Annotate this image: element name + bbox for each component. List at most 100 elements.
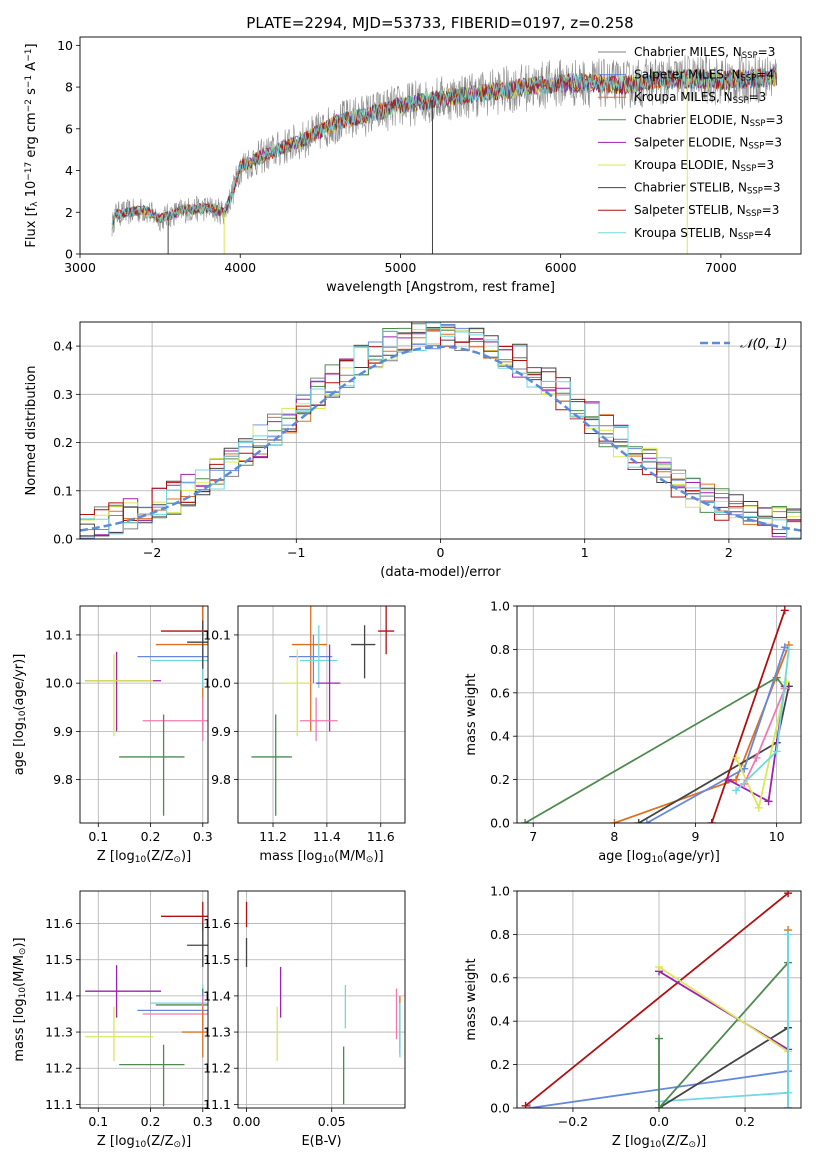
age-vs-mass-ytick-label: 9.9 (211, 724, 231, 739)
weight-vs-Z-ytick-label: 0.0 (490, 1101, 510, 1116)
age-vs-Z-axes: 0.1 0.2 0.3 9.8 9.9 10.0 10.1 (45, 606, 213, 844)
age-vs-Z-ylabel: age [log10(age/yr)] (12, 654, 28, 776)
age-vs-mass-point (283, 649, 311, 737)
legend-entry: Salpeter STELIB, NSSP=3 (634, 203, 779, 219)
mass-vs-Z-ytick-label: 11.1 (45, 1097, 73, 1112)
weight-vs-age-frame (516, 605, 802, 824)
weight-vs-age-xtick-label: 9 (692, 829, 700, 844)
age-vs-Z-xtick-label: 0.2 (141, 829, 161, 844)
weight-vs-age-ytick-label: 1.0 (490, 599, 510, 614)
mass-vs-Z-ytick-label: 11.3 (45, 1025, 73, 1040)
age-vs-mass-ytick-label: 9.8 (211, 772, 231, 787)
weight-vs-Z-marker (784, 1104, 793, 1108)
weight-vs-Z-xtick-label: 0.0 (649, 1114, 669, 1129)
age-vs-mass-frame (237, 605, 406, 824)
weight-vs-age-marker (732, 753, 741, 762)
weight-vs-Z-marker (784, 930, 793, 939)
mass-vs-Z-ytick-label: 11.2 (45, 1061, 73, 1076)
spectrum-ytick-label: 2 (65, 205, 73, 220)
histogram-step-line (80, 322, 801, 534)
weight-vs-Z-ytick-label: 0.4 (490, 1014, 510, 1029)
residual-histograms-ylabel: Normed distribution (24, 366, 39, 496)
residual-histograms-ytick-label: 0.3 (53, 387, 73, 402)
mass-vs-Z-xtick-label: 0.3 (193, 1114, 213, 1129)
mass-vs-Z-point (160, 901, 208, 931)
weight-vs-age-marker (610, 819, 619, 823)
mass-vs-Z-point (142, 995, 208, 1033)
residual-histograms-ytick-label: 0.4 (53, 339, 73, 354)
weight-vs-age-marker (707, 819, 716, 823)
weight-vs-age-marker (642, 819, 651, 823)
weight-vs-age-marker (754, 803, 763, 812)
age-vs-Z-ytick-label: 10.1 (45, 627, 73, 642)
spectrum-series-line (111, 68, 777, 225)
age-vs-Z-point (150, 634, 208, 688)
mass-vs-Z-ytick-label: 11.6 (45, 916, 73, 931)
age-vs-Z-frame (79, 605, 209, 824)
weight-vs-age-xtick-label: 10 (769, 829, 785, 844)
legend-entry: 𝒩(0, 1) (740, 337, 787, 352)
spectrum-ytick-label: 0 (65, 247, 73, 262)
weight-vs-Z-ytick-label: 0.8 (490, 927, 510, 942)
age-vs-Z-point (142, 697, 208, 742)
legend-entry: Salpeter MILES, NSSP=4 (634, 68, 774, 84)
age-vs-Z-point (160, 606, 208, 655)
mass-vs-ebv-ytick-label: 11.2 (203, 1061, 231, 1076)
histogram-step-line (80, 322, 801, 539)
weight-vs-Z-marker (655, 1034, 663, 1043)
spectrum-ytick-label: 6 (65, 121, 73, 136)
weight-vs-Z-series-line (658, 1026, 789, 1108)
mass-vs-ebv-frame (237, 890, 406, 1109)
legend-entry: Salpeter ELODIE, NSSP=3 (634, 135, 782, 151)
residual-histograms-xtick-label: −2 (143, 545, 161, 560)
weight-vs-Z-ytick-label: 0.6 (490, 970, 510, 985)
weight-vs-age-marker (782, 677, 791, 686)
age-vs-Z-ytick-label: 9.9 (53, 724, 73, 739)
spectrum-xtick-label: 5000 (385, 260, 417, 275)
weight-vs-age-series-line (638, 686, 790, 823)
age-vs-Z-ytick-label: 10.0 (45, 676, 73, 691)
residual-histograms-ytick-label: 0.1 (53, 483, 73, 498)
weight-vs-age-xtick-label: 8 (610, 829, 618, 844)
mass-vs-Z-xtick-label: 0.1 (88, 1114, 108, 1129)
mass-vs-Z-xtick-label: 0.2 (141, 1114, 161, 1129)
spectrum-xtick-label: 3000 (64, 260, 96, 275)
age-vs-Z-point (85, 654, 154, 737)
age-vs-mass-xtick-label: 11.4 (313, 829, 341, 844)
legend-entry: Chabrier ELODIE, NSSP=3 (634, 113, 783, 129)
weight-vs-age-marker (752, 753, 761, 762)
age-vs-mass-point (251, 714, 292, 816)
residual-histograms-ytick-label: 0.2 (53, 435, 73, 450)
spectrum-ytick-label: 4 (65, 163, 73, 178)
weight-vs-age-marker (732, 775, 741, 784)
weight-vs-age-marker (732, 786, 741, 795)
residual-histograms-xtick-label: 2 (725, 545, 733, 560)
age-vs-Z-point (187, 620, 208, 669)
spectrum-xtick-label: 4000 (224, 260, 256, 275)
figure-title: PLATE=2294, MJD=53733, FIBERID=0197, z=0… (246, 14, 633, 32)
mass-vs-ebv-xtick-label: 0.00 (233, 1114, 261, 1129)
weight-vs-age-marker (784, 645, 793, 654)
age-vs-mass-point (299, 697, 338, 742)
weight-vs-Z-ylabel: mass weight (464, 958, 479, 1040)
mass-vs-ebv-ytick-label: 11.5 (203, 952, 231, 967)
age-vs-mass-point (378, 606, 395, 655)
weight-vs-age-marker (772, 747, 781, 756)
weight-vs-Z-marker (655, 1104, 663, 1108)
normal-curve-line (80, 345, 801, 532)
age-vs-mass-xtick-label: 11.6 (367, 829, 395, 844)
weight-vs-Z-ytick-label: 0.2 (490, 1057, 510, 1072)
spectrum-xtick-label: 6000 (545, 260, 577, 275)
weight-vs-age-series-line (614, 644, 790, 823)
residual-histograms-axes: −2 −1 0 1 2 0.0 0.1 0.2 0.3 0.4 (53, 322, 801, 560)
mass-vs-Z-point (119, 1044, 185, 1107)
weight-vs-age-ylabel: mass weight (464, 673, 479, 755)
spectrum-ytick-label: 8 (65, 80, 73, 95)
weight-vs-age-series-line (524, 676, 786, 823)
age-vs-Z-ytick-label: 9.8 (53, 772, 73, 787)
weight-vs-age-plot-area (521, 606, 793, 823)
weight-vs-age-ytick-label: 0.2 (490, 772, 510, 787)
residual-histograms-xlabel: (data-model)/error (380, 565, 501, 580)
weight-vs-age-ytick-label: 0.6 (490, 685, 510, 700)
weight-vs-Z-marker (525, 1104, 534, 1108)
